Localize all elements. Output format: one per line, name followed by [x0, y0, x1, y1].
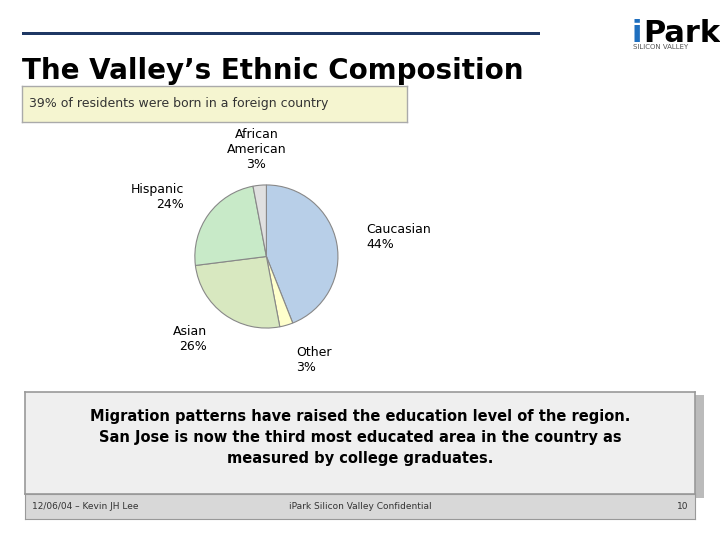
- Text: Hispanic
24%: Hispanic 24%: [131, 183, 184, 211]
- Wedge shape: [266, 256, 293, 327]
- Text: i: i: [631, 19, 642, 48]
- Text: 12/06/04 – Kevin JH Lee: 12/06/04 – Kevin JH Lee: [32, 502, 138, 511]
- Wedge shape: [266, 185, 338, 323]
- Text: The Valley’s Ethnic Composition: The Valley’s Ethnic Composition: [22, 57, 523, 85]
- Wedge shape: [195, 256, 280, 328]
- Text: SILICON VALLEY: SILICON VALLEY: [633, 44, 688, 50]
- Wedge shape: [195, 186, 266, 266]
- Text: Migration patterns have raised the education level of the region.
San Jose is no: Migration patterns have raised the educa…: [90, 409, 630, 466]
- Text: Park: Park: [643, 19, 720, 48]
- Text: iPark Silicon Valley Confidential: iPark Silicon Valley Confidential: [289, 502, 431, 511]
- Text: 10: 10: [677, 502, 688, 511]
- Wedge shape: [253, 185, 266, 256]
- Text: 39% of residents were born in a foreign country: 39% of residents were born in a foreign …: [30, 97, 328, 111]
- Text: Caucasian
44%: Caucasian 44%: [366, 224, 431, 252]
- Text: Asian
26%: Asian 26%: [173, 325, 207, 353]
- Text: Other
3%: Other 3%: [297, 346, 332, 374]
- Text: African
American
3%: African American 3%: [227, 128, 286, 171]
